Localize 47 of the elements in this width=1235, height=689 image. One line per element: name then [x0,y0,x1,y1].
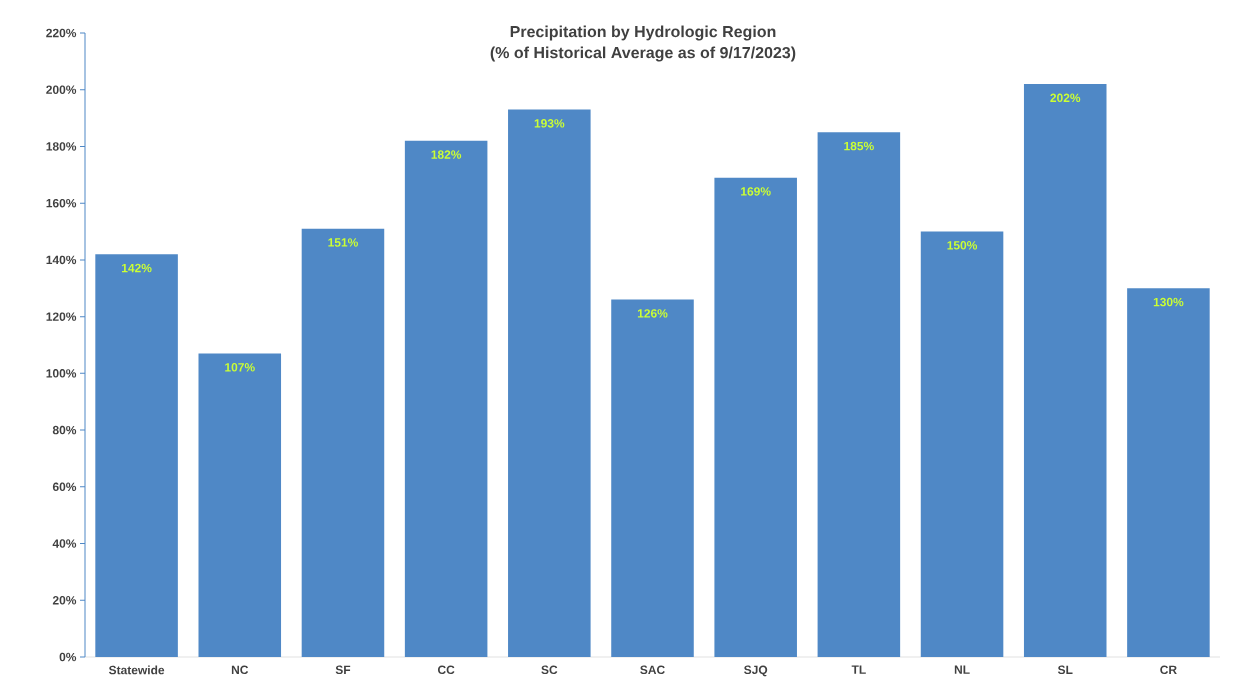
data-label: 202% [1050,93,1081,103]
data-label: 151% [328,238,358,247]
bar [198,353,282,657]
bar [404,140,488,657]
y-tick-label: 200% [46,85,77,94]
chart-title: Precipitation by Hydrologic Region [510,25,776,41]
bar [1127,288,1210,657]
x-tick-label: SL [1057,665,1073,675]
data-label: 107% [225,363,255,372]
y-tick-label: 100% [46,369,77,378]
y-tick-label: 20% [52,596,77,605]
bar [920,231,1004,657]
bar [95,254,178,657]
x-tick-label: SAC [640,665,665,675]
x-tick-label: NL [954,665,970,674]
y-tick-label: 80% [52,425,77,435]
y-tick-label: 40% [52,539,77,548]
x-tick-label: SC [541,665,558,675]
bar [817,132,901,657]
y-tick-label: 180% [46,142,77,151]
bar [714,177,797,657]
x-tick-label: CR [1160,665,1177,675]
x-tick-label: SF [335,665,351,675]
y-tick-label: 60% [52,482,77,492]
x-tick-label: TL [851,665,866,674]
x-tick-label: CC [437,665,455,675]
y-tick-label: 220% [46,28,77,38]
y-tick-label: 140% [46,255,77,265]
text: (% of Historical Average as of 9/17/2023) [490,46,796,62]
x-tick-label: NC [231,665,249,675]
data-label: 150% [947,241,978,250]
y-tick-label: 0% [59,652,77,662]
bar [301,228,385,657]
bar [1023,84,1107,657]
y-tick-label: 120% [46,312,77,321]
data-label: 185% [844,141,874,151]
data-label: 169% [741,187,771,196]
data-label: 142% [122,263,152,273]
x-tick-label: Statewide [108,665,165,675]
bar [611,299,694,657]
data-label: 130% [1153,297,1184,307]
data-label: 193% [534,119,565,128]
x-tick-label: SJQ [744,665,768,677]
data-label: 182% [431,150,462,159]
y-tick-label: 160% [46,198,77,208]
data-label: 126% [637,309,668,318]
bar [508,109,591,657]
